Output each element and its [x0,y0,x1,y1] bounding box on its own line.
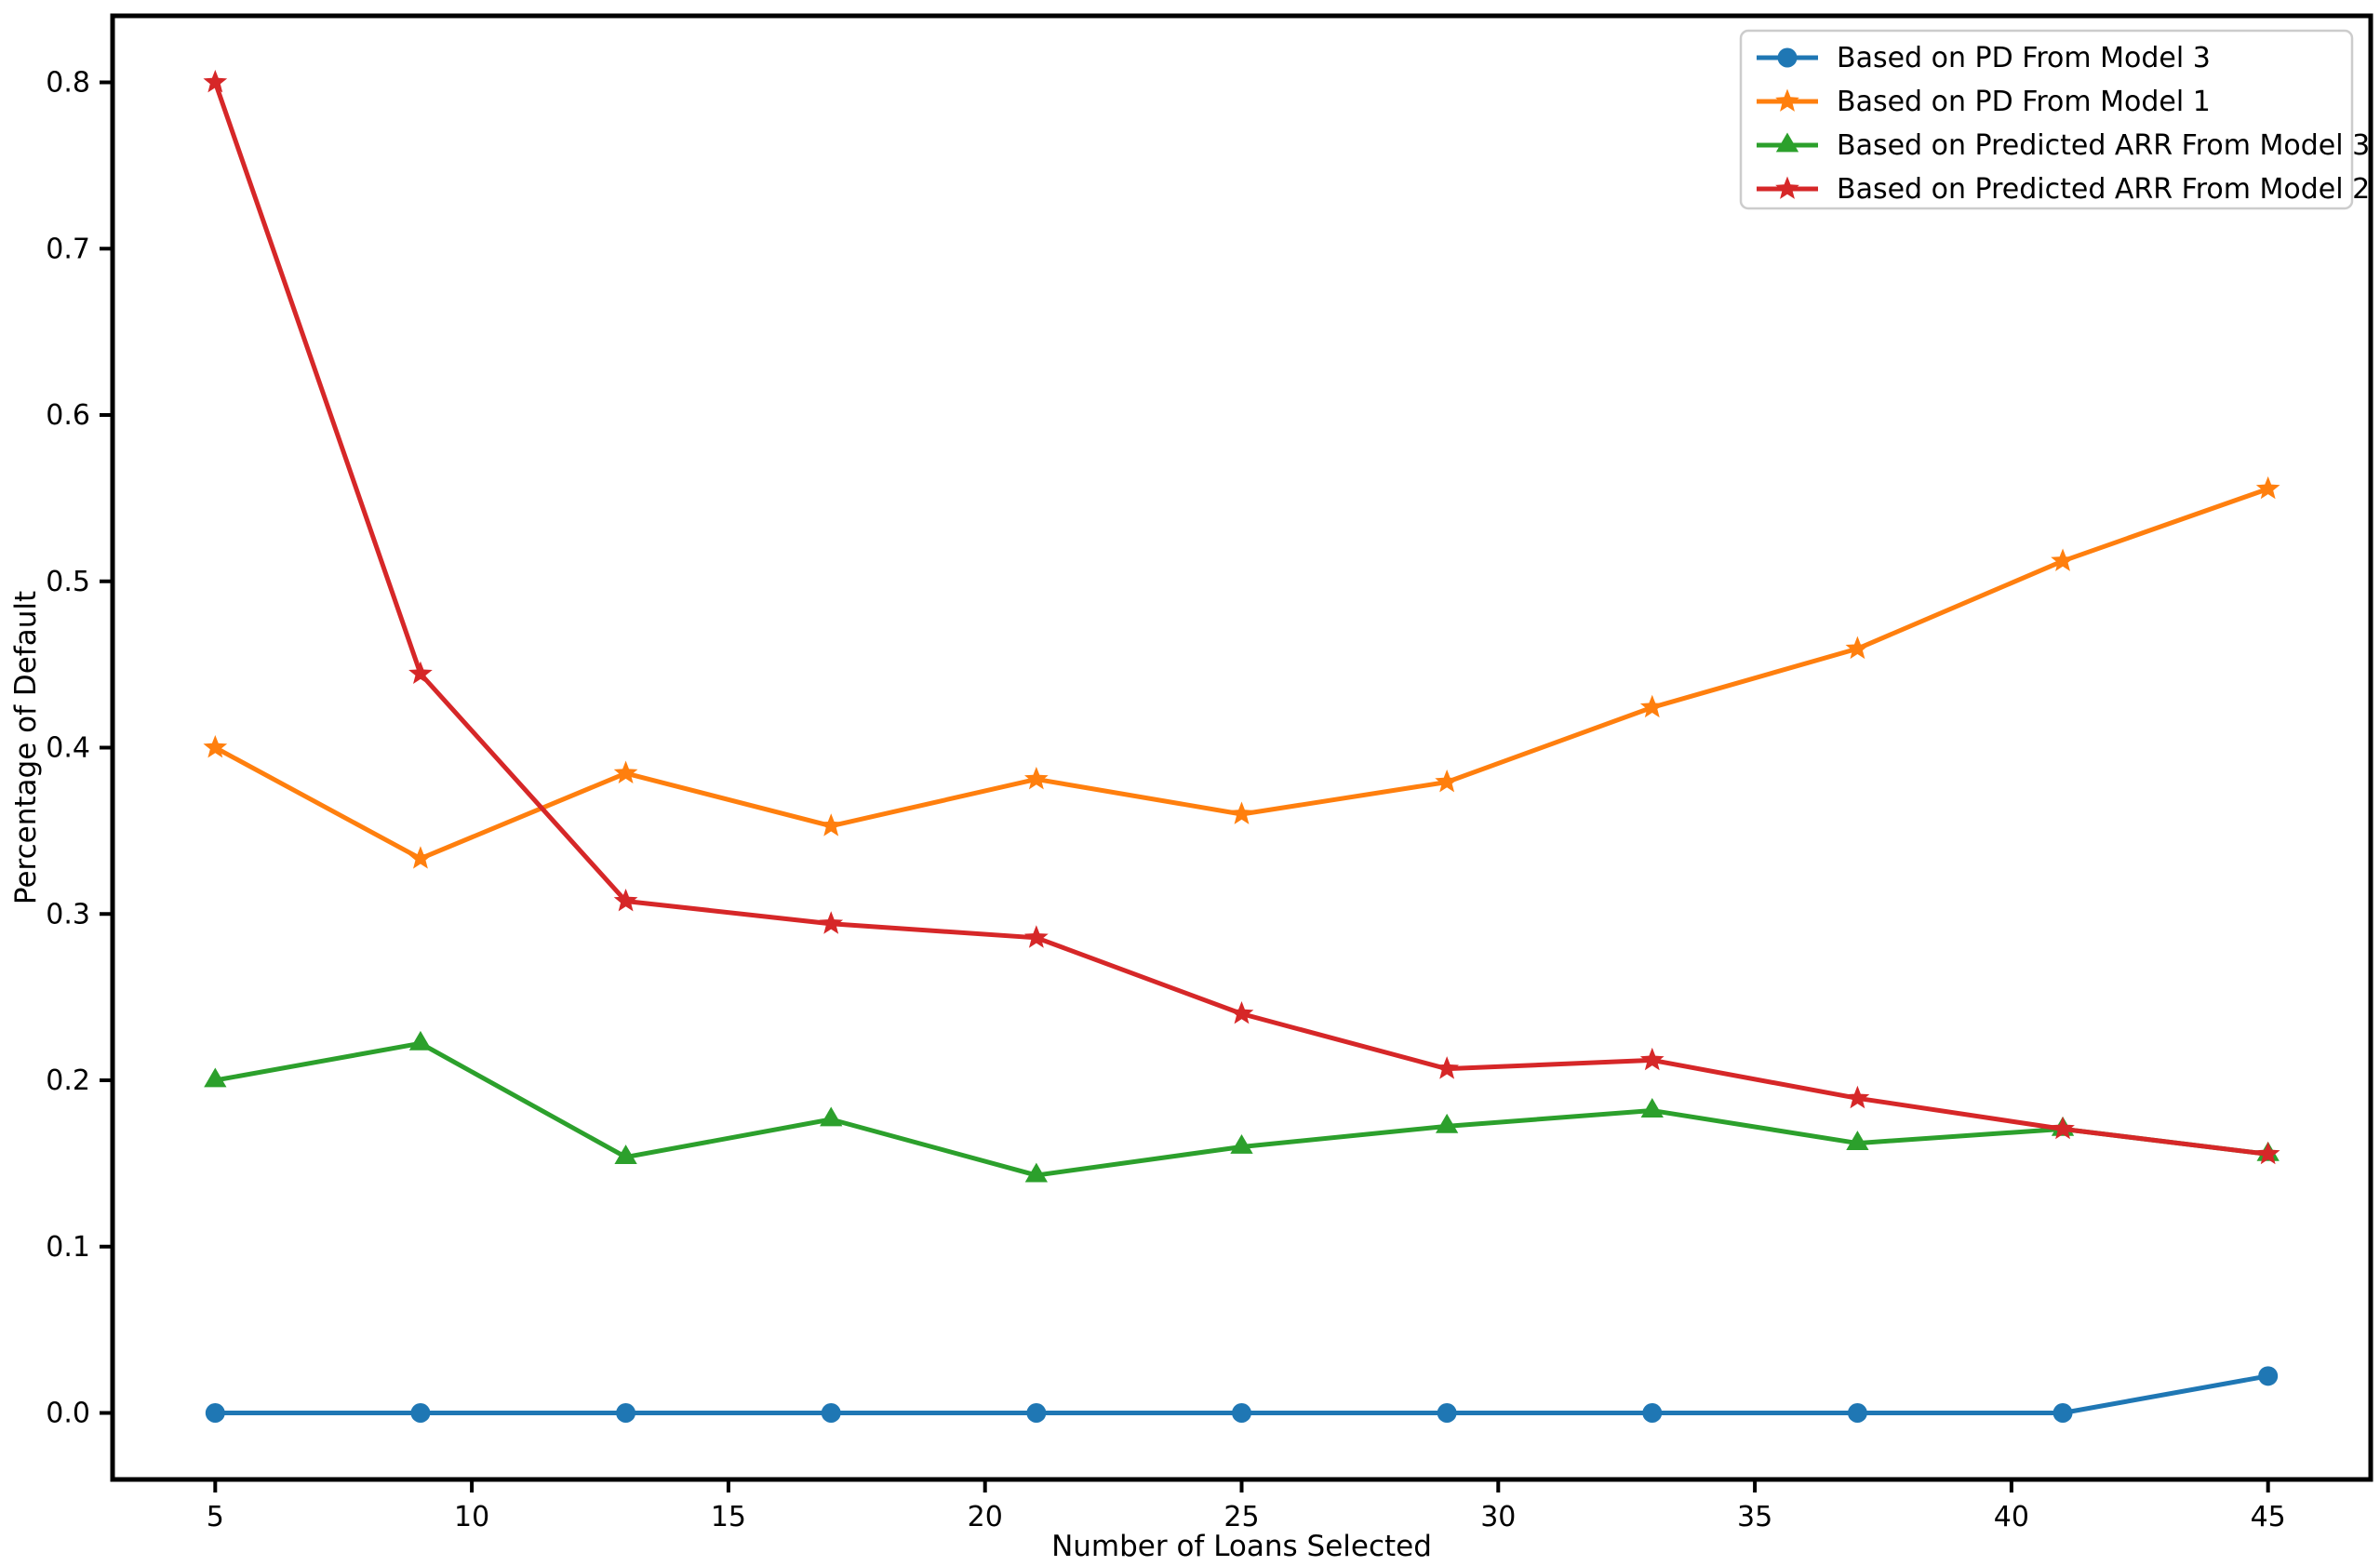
x-axis-label: Number of Loans Selected [1051,1530,1432,1563]
triangle-up-marker-based-on-predicted-arr-from-model-3 [1230,1134,1253,1154]
star-marker-based-on-pd-from-model-1 [819,813,844,837]
star-marker-based-on-pd-from-model-1 [2255,475,2280,500]
legend-label: Based on PD From Model 3 [1837,42,2211,74]
legend-label: Based on Predicted ARR From Model 3 [1837,129,2370,162]
star-marker-based-on-predicted-arr-from-model-2 [613,888,638,912]
x-tick-label: 20 [968,1501,1003,1533]
circle-marker-based-on-pd-from-model-3 [1232,1403,1251,1423]
star-marker-based-on-predicted-arr-from-model-2 [1024,925,1049,948]
star-marker-based-on-pd-from-model-1 [1024,766,1049,790]
x-tick-label: 35 [1737,1501,1772,1533]
circle-marker-based-on-pd-from-model-3 [2052,1403,2073,1423]
series-based-on-predicted-arr-from-model-2 [203,70,2280,1165]
star-marker-based-on-predicted-arr-from-model-2 [819,911,844,934]
star-marker-based-on-predicted-arr-from-model-2 [1845,1085,1870,1109]
triangle-up-marker-based-on-predicted-arr-from-model-3 [204,1067,227,1088]
legend: Based on PD From Model 3 Based on PD From… [1739,29,2370,210]
series-line-based-on-predicted-arr-from-model-2 [212,80,2271,1157]
star-marker-based-on-predicted-arr-from-model-2 [2051,1116,2075,1140]
circle-marker-based-on-pd-from-model-3 [821,1403,841,1423]
legend-box [1739,29,2354,210]
legend-star-icon [1775,176,1799,199]
legend-label: Based on Predicted ARR From Model 2 [1837,173,2370,206]
y-axis-label: Percentage of Default [9,591,43,904]
star-marker-based-on-predicted-arr-from-model-2 [408,661,433,685]
legend-label: Based on PD From Model 1 [1837,86,2211,118]
x-tick-label: 30 [1480,1501,1516,1533]
x-tick-label: 15 [711,1501,746,1533]
series-based-on-pd-from-model-1 [203,475,2280,869]
star-marker-based-on-pd-from-model-1 [2051,548,2075,571]
triangle-up-marker-based-on-predicted-arr-from-model-3 [1435,1113,1459,1133]
star-marker-based-on-predicted-arr-from-model-2 [1639,1047,1665,1071]
legend-entry-based-on-predicted-arr-from-model-2: Based on Predicted ARR From Model 2 [1757,173,2370,206]
circle-marker-based-on-pd-from-model-3 [1642,1403,1663,1423]
circle-marker-based-on-pd-from-model-3 [616,1403,636,1423]
star-marker-based-on-pd-from-model-1 [1229,801,1254,824]
triangle-up-marker-based-on-predicted-arr-from-model-3 [1640,1098,1664,1118]
circle-marker-based-on-pd-from-model-3 [410,1403,431,1423]
y-tick-label: 0.5 [46,566,90,598]
circle-marker-based-on-pd-from-model-3 [1026,1403,1047,1423]
y-tick-label: 0.1 [46,1231,90,1264]
series-based-on-predicted-arr-from-model-3 [204,1030,2280,1183]
star-marker-based-on-predicted-arr-from-model-2 [1435,1056,1459,1079]
y-tick-label: 0.6 [46,399,90,432]
star-marker-based-on-pd-from-model-1 [1639,694,1665,718]
circle-marker-based-on-pd-from-model-3 [2258,1366,2279,1386]
star-marker-based-on-pd-from-model-1 [408,846,433,869]
star-marker-based-on-pd-from-model-1 [203,735,228,758]
legend-entry-based-on-pd-from-model-3: Based on PD From Model 3 [1757,42,2211,74]
star-marker-based-on-pd-from-model-1 [1435,770,1459,793]
y-tick-label: 0.0 [46,1398,90,1430]
x-tick-label: 40 [1994,1501,2029,1533]
circle-marker-based-on-pd-from-model-3 [1437,1403,1457,1423]
y-tick-label: 0.2 [46,1064,90,1097]
x-tick-label: 25 [1223,1501,1259,1533]
y-tick-label: 0.7 [46,233,90,265]
triangle-up-marker-based-on-predicted-arr-from-model-3 [614,1144,637,1165]
legend-entry-based-on-predicted-arr-from-model-3: Based on Predicted ARR From Model 3 [1757,129,2370,162]
x-tick-label: 5 [207,1501,224,1533]
triangle-up-marker-based-on-predicted-arr-from-model-3 [820,1106,843,1127]
star-marker-based-on-predicted-arr-from-model-2 [203,70,228,93]
y-tick-label: 0.3 [46,898,90,930]
star-marker-based-on-predicted-arr-from-model-2 [2255,1141,2280,1165]
triangle-up-marker-based-on-predicted-arr-from-model-3 [408,1030,433,1051]
legend-triangle-up-icon [1775,132,1799,153]
legend-circle-icon [1777,47,1798,68]
series-based-on-pd-from-model-3 [205,1366,2279,1423]
legend-entry-based-on-pd-from-model-1: Based on PD From Model 1 [1757,86,2211,118]
y-tick-label: 0.8 [46,67,90,100]
triangle-up-marker-based-on-predicted-arr-from-model-3 [1846,1131,1869,1150]
circle-marker-based-on-pd-from-model-3 [1847,1403,1867,1423]
x-tick-label: 45 [2251,1501,2286,1533]
star-marker-based-on-predicted-arr-from-model-2 [1229,1001,1254,1024]
triangle-up-marker-based-on-predicted-arr-from-model-3 [1024,1162,1049,1183]
star-marker-based-on-pd-from-model-1 [1845,636,1870,660]
circle-marker-based-on-pd-from-model-3 [205,1403,225,1423]
legend-star-icon [1775,88,1799,112]
series-line-based-on-predicted-arr-from-model-3 [212,1040,2271,1178]
star-marker-based-on-pd-from-model-1 [613,760,638,783]
y-tick-label: 0.4 [46,732,90,765]
x-tick-label: 10 [454,1501,489,1533]
axes-border [110,13,2373,1482]
